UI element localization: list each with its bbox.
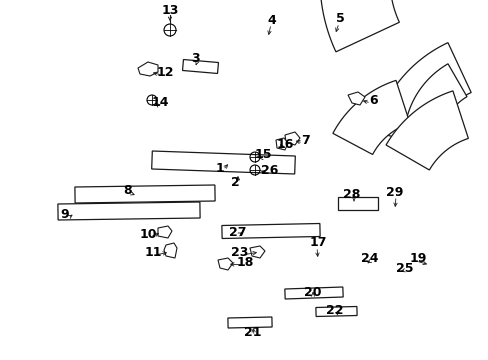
Text: 5: 5 [335, 12, 344, 24]
Text: 21: 21 [244, 327, 261, 339]
PathPatch shape [347, 92, 364, 105]
Text: 20: 20 [304, 287, 321, 300]
Text: 22: 22 [325, 305, 343, 318]
Text: 17: 17 [308, 237, 326, 249]
PathPatch shape [227, 317, 271, 328]
Text: 6: 6 [369, 94, 378, 107]
Text: 28: 28 [343, 189, 360, 202]
Text: 23: 23 [231, 246, 248, 258]
PathPatch shape [75, 185, 215, 203]
PathPatch shape [376, 42, 470, 140]
PathPatch shape [275, 138, 287, 150]
PathPatch shape [58, 202, 200, 220]
Text: 16: 16 [276, 139, 293, 152]
Text: 10: 10 [139, 228, 157, 240]
PathPatch shape [151, 151, 295, 174]
Text: 13: 13 [161, 4, 178, 17]
Text: 4: 4 [267, 13, 276, 27]
Text: 15: 15 [254, 148, 271, 162]
Text: 14: 14 [151, 95, 168, 108]
Text: 1: 1 [215, 162, 224, 175]
PathPatch shape [406, 64, 466, 127]
PathPatch shape [138, 62, 158, 76]
PathPatch shape [284, 287, 343, 299]
Text: 2: 2 [230, 176, 239, 189]
PathPatch shape [337, 197, 377, 210]
Text: 18: 18 [236, 256, 253, 269]
Text: 7: 7 [300, 134, 309, 147]
Text: 8: 8 [123, 184, 132, 197]
Text: 3: 3 [191, 51, 200, 64]
Text: 29: 29 [386, 186, 403, 199]
Text: 19: 19 [408, 252, 426, 265]
PathPatch shape [222, 224, 320, 238]
Text: 26: 26 [261, 163, 278, 176]
PathPatch shape [158, 226, 172, 238]
PathPatch shape [218, 258, 232, 270]
Text: 27: 27 [229, 225, 246, 238]
PathPatch shape [163, 243, 177, 258]
Text: 25: 25 [395, 261, 413, 274]
PathPatch shape [315, 306, 356, 316]
Text: 11: 11 [144, 246, 162, 258]
Text: 24: 24 [361, 252, 378, 265]
PathPatch shape [332, 80, 409, 154]
Text: 12: 12 [156, 66, 173, 78]
PathPatch shape [182, 59, 218, 73]
PathPatch shape [373, 65, 447, 143]
Text: 9: 9 [61, 208, 69, 221]
PathPatch shape [249, 246, 264, 258]
PathPatch shape [285, 132, 299, 145]
PathPatch shape [386, 91, 468, 170]
PathPatch shape [319, 0, 403, 52]
